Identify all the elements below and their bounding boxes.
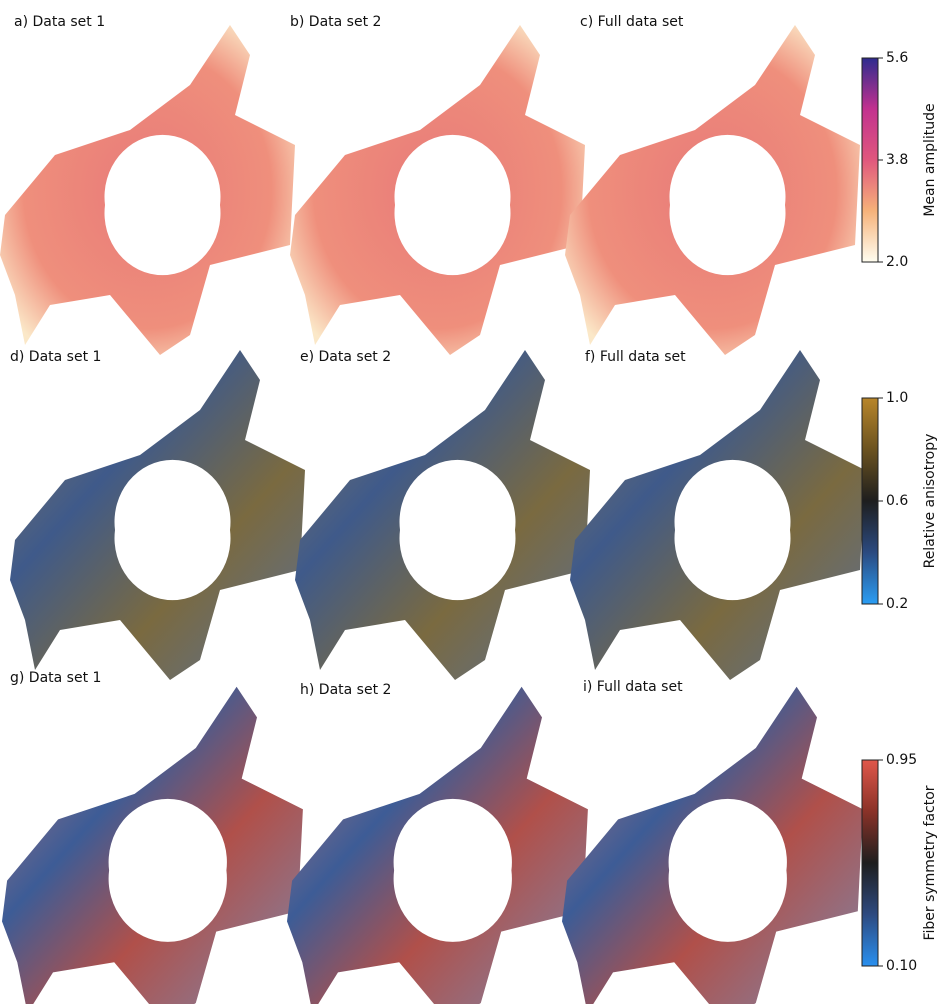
tick-label: 2.0	[886, 254, 908, 270]
rendering	[10, 350, 305, 680]
tick-label: 0.10	[886, 958, 917, 974]
tick-label: 5.6	[886, 50, 908, 66]
rendering	[0, 25, 295, 355]
panel-label: c) Full data set	[580, 14, 684, 30]
row-c	[2, 687, 863, 1004]
panel-label: h) Data set 2	[300, 682, 391, 698]
colorbar	[862, 760, 878, 966]
panel-label: f) Full data set	[585, 349, 686, 365]
panel-label: i) Full data set	[583, 679, 683, 695]
panel-label: d) Data set 1	[10, 349, 101, 365]
colorbar	[862, 58, 878, 262]
tick-label: 0.2	[886, 596, 908, 612]
tick-label: 3.8	[886, 152, 908, 168]
row-b	[10, 350, 865, 680]
figure: a) Data set 1 b) Data set 2 c) Full data…	[0, 0, 943, 1004]
tick-label: 0.95	[886, 752, 917, 768]
tick-label: 1.0	[886, 390, 908, 406]
panel-label: g) Data set 1	[10, 670, 101, 686]
colorbar-label: Fiber symmetry factor	[922, 785, 938, 940]
rendering	[290, 25, 585, 355]
rendering	[287, 687, 588, 1004]
tick-label: 0.6	[886, 493, 908, 509]
rendering	[2, 687, 303, 1004]
panel-label: e) Data set 2	[300, 349, 391, 365]
panel-label: b) Data set 2	[290, 14, 381, 30]
colorbar	[862, 398, 878, 604]
colorbar-label: Relative anisotropy	[922, 434, 938, 569]
rendering	[565, 25, 860, 355]
panel-label: a) Data set 1	[14, 14, 105, 30]
rendering	[562, 687, 863, 1004]
rendering	[570, 350, 865, 680]
colorbar-label: Mean amplitude	[922, 103, 938, 216]
row-a	[0, 25, 860, 355]
rendering	[295, 350, 590, 680]
